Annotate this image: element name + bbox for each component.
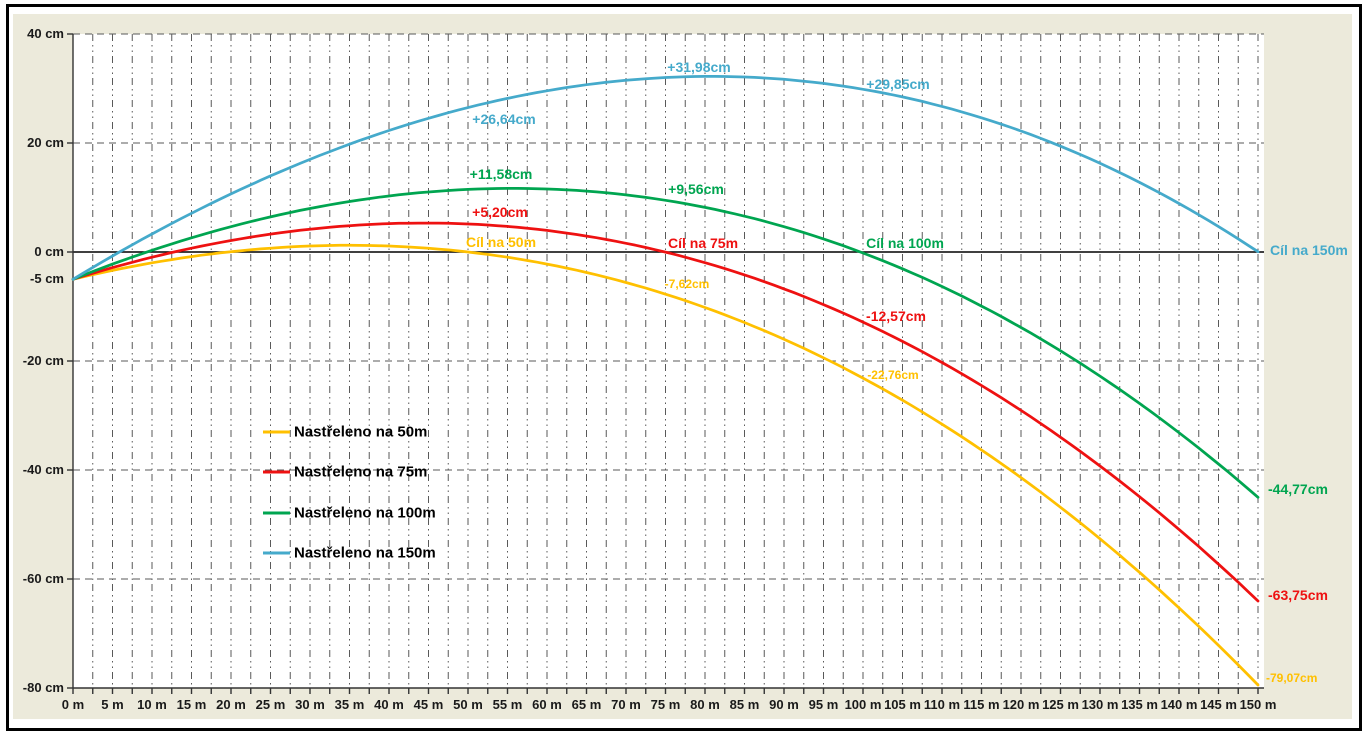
annotation-label: Cíl na 150m [1270,242,1348,258]
x-axis-tick-label: 50 m [453,697,483,712]
legend-label: Nastřeleno na 150m [294,544,436,562]
y-axis-tick-label: -80 cm [22,680,64,695]
x-axis-tick-label: 35 m [334,697,365,712]
trajectory-curve-z150 [71,75,1260,281]
x-axis-tick-label: 5 m [101,697,124,712]
x-axis-tick-label: 30 m [295,697,325,712]
x-axis-tick-label: 100 m [844,697,882,712]
legend-swatch-z150 [263,551,290,555]
x-axis-tick-label: 120 m [1002,697,1040,712]
x-axis-tick-label: 110 m [923,697,961,712]
legend-item-z100: Nastřeleno na 100m [263,504,436,521]
annotation-label: +5,20cm [472,204,528,220]
axes [67,33,1264,694]
annotation-label: -63,75cm [1268,587,1328,603]
x-axis-tick-label: 25 m [255,697,286,712]
trajectory-curve-z100 [71,187,1260,499]
x-axis-tick-label: 140 m [1160,697,1198,712]
x-axis-tick-label: 130 m [1081,697,1119,712]
x-axis-tick-label: 145 m [1200,697,1237,712]
y-axis-tick-label: -5 cm [30,271,64,287]
annotation-label: +26,64cm [472,111,536,127]
x-axis-tick-label: 15 m [176,697,207,712]
x-axis-tick-label: 20 m [216,697,246,712]
y-axis-tick-label: -60 cm [22,571,64,586]
horizontal-gridlines [73,33,1264,580]
x-axis-tick-label: 40 m [374,697,404,712]
legend-item-z75: Nastřeleno na 75m [263,464,427,481]
annotation-label: +9,56cm [668,181,724,197]
trajectory-curve-z50 [71,243,1260,687]
x-axis-tick-label: 70 m [611,697,641,712]
x-axis-tick-label: 85 m [729,697,760,712]
x-axis-tick-label: 60 m [532,697,562,712]
y-axis-tick-label: 20 cm [27,135,64,150]
annotation-label: +11,58cm [469,166,533,182]
trajectory-curve-z75 [71,221,1260,603]
legend-swatch-z50 [263,430,290,434]
annotation-label: -7,62cm [664,277,710,291]
x-axis-tick-label: 75 m [650,697,681,712]
legend-label: Nastřeleno na 100m [294,504,436,522]
y-axis-tick-label: -40 cm [22,462,64,477]
y-axis-tick-label: 40 cm [27,26,64,41]
x-axis-tick-label: 90 m [769,697,799,712]
x-axis-tick-label: 45 m [413,697,444,712]
annotation-label: +29,85cm [866,76,930,92]
x-axis-tick-label: 115 m [963,697,1000,712]
annotation-label: -79,07cm [1266,671,1318,685]
legend-label: Nastřeleno na 75m [294,463,428,481]
annotation-label: Cíl na 50m [465,234,537,250]
x-axis-tick-label: 125 m [1042,697,1079,712]
x-axis-tick-label: 65 m [571,697,602,712]
x-axis-tick-label: 95 m [808,697,839,712]
x-axis-tick-label: 55 m [492,697,523,712]
legend-item-z50: Nastřeleno na 50m [263,424,427,441]
annotation-label: -44,77cm [1268,481,1328,497]
x-axis-tick-label: 80 m [690,697,720,712]
x-axis-tick-label: 10 m [137,697,167,712]
x-axis-tick-label: 105 m [884,697,921,712]
annotation-label: Cíl na 75m [667,235,739,251]
legend-swatch-z100 [263,511,290,515]
x-axis-tick-label: 150 m [1239,697,1277,712]
annotation-label: -12,57cm [866,308,926,324]
y-axis-tick-label: -20 cm [22,353,64,368]
legend-label: Nastřeleno na 50m [294,423,428,441]
annotation-label: Cíl na 100m [866,235,944,251]
annotation-label: +31,98cm [667,59,731,75]
annotation-label: -22,76cm [867,368,919,382]
y-axis-tick-label: 0 cm [34,244,64,259]
legend-item-z150: Nastřeleno na 150m [263,544,436,561]
x-axis-tick-label: 135 m [1121,697,1158,712]
x-axis-tick-label: 0 m [61,697,85,712]
legend-swatch-z75 [263,470,290,474]
